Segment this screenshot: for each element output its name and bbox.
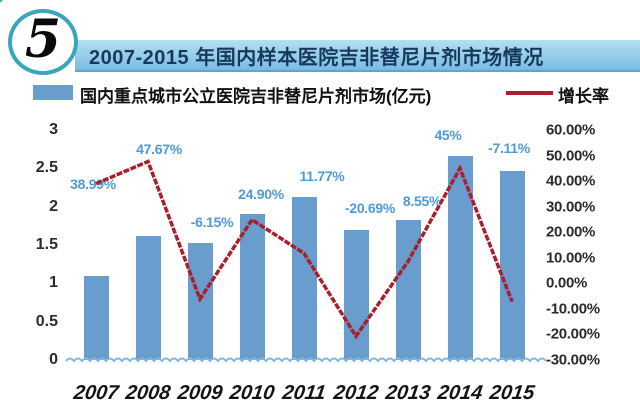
bar-2014: [447, 156, 473, 360]
right-axis-tick: 50.00%: [546, 147, 596, 165]
growth-data-label: 24.90%: [238, 186, 284, 202]
right-axis-tick: 10.00%: [546, 249, 596, 267]
bar-series-swatch: [33, 85, 73, 100]
bar-2013: [395, 219, 421, 360]
x-axis-label-2014: 2014: [436, 382, 484, 404]
left-axis-tick: 1: [49, 274, 58, 292]
right-axis-tick: 0.00%: [546, 274, 588, 292]
growth-data-label: 38.99%: [70, 176, 116, 192]
right-axis-tick: -20.00%: [546, 325, 600, 343]
figure-number-badge: 5: [8, 9, 78, 75]
bar-2011: [291, 196, 317, 360]
right-axis-tick: -10.00%: [546, 300, 600, 318]
bar-2015: [499, 170, 525, 360]
bar-2010: [239, 214, 265, 360]
bar-series-label: 国内重点城市公立医院吉非替尼片剂市场(亿元): [80, 87, 432, 106]
x-axis-label-2010: 2010: [228, 382, 276, 404]
growth-data-label: 47.67%: [136, 141, 182, 157]
line-series-swatch: [506, 91, 553, 95]
right-axis-tick: -30.00%: [546, 351, 600, 369]
bar-2007: [83, 275, 109, 360]
chart-legend: 国内重点城市公立医院吉非替尼片剂市场(亿元) 增长率: [0, 82, 640, 106]
growth-data-label: 11.77%: [299, 168, 345, 184]
bar-2009: [187, 243, 213, 360]
growth-data-label: 45%: [434, 127, 462, 143]
line-series-label: 增长率: [558, 87, 609, 106]
bar-2008: [135, 235, 161, 360]
x-axis-label-2008: 2008: [124, 382, 172, 404]
growth-data-label: -6.15%: [190, 214, 234, 230]
left-axis-tick: 0.5: [35, 312, 58, 330]
figure-number: 5: [24, 9, 62, 70]
left-axis-tick: 2: [49, 197, 58, 215]
x-axis-label-2007: 2007: [72, 382, 120, 404]
chart-title: 2007-2015 年国内样本医院吉非替尼片剂市场情况: [89, 46, 544, 69]
x-axis-label-2011: 2011: [281, 382, 328, 404]
right-axis-tick: 60.00%: [546, 121, 596, 139]
left-axis-tick: 2.5: [35, 159, 58, 177]
right-axis-tick: 40.00%: [546, 172, 596, 190]
x-axis-label-2013: 2013: [384, 382, 432, 404]
chart-title-bar: 2007-2015 年国内样本医院吉非替尼片剂市场情况: [75, 40, 640, 72]
growth-data-label: -20.69%: [344, 200, 396, 216]
right-axis-tick: 20.00%: [546, 223, 596, 241]
growth-data-label: -7.11%: [488, 140, 530, 156]
left-axis-tick: 3: [49, 121, 58, 138]
left-axis-tick: 1.5: [35, 236, 58, 253]
x-axis-label-2015: 2015: [488, 382, 536, 404]
growth-data-label: 8.55%: [402, 193, 442, 209]
bar-2012: [343, 230, 369, 360]
right-axis-tick: 30.00%: [546, 198, 596, 216]
x-axis-label-2009: 2009: [176, 382, 224, 404]
left-axis-tick: 0: [49, 351, 58, 368]
x-axis-label-2012: 2012: [332, 382, 380, 404]
